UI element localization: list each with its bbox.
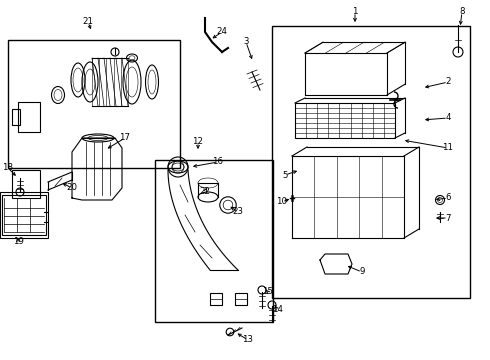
Text: 3: 3	[243, 37, 249, 46]
Text: 21: 21	[82, 18, 94, 27]
Text: 8: 8	[459, 8, 465, 17]
Text: 15: 15	[263, 288, 273, 297]
Text: 22: 22	[199, 188, 211, 197]
Text: 6: 6	[445, 193, 451, 202]
Bar	[235, 293, 247, 305]
Text: 7: 7	[445, 213, 451, 222]
Text: 4: 4	[445, 113, 451, 122]
Bar	[155, 160, 273, 322]
Text: 17: 17	[120, 134, 130, 143]
Bar	[8, 40, 180, 168]
Bar	[210, 293, 222, 305]
Text: 20: 20	[67, 184, 77, 193]
Bar	[18, 102, 40, 132]
Text: 11: 11	[442, 144, 454, 153]
Bar	[2, 195, 46, 235]
Text: 1: 1	[352, 8, 358, 17]
Text: 12: 12	[193, 138, 203, 147]
Text: 5: 5	[282, 171, 288, 180]
Text: 10: 10	[276, 198, 288, 207]
Bar	[295, 103, 395, 138]
Text: 18: 18	[2, 163, 14, 172]
Text: 13: 13	[243, 336, 253, 345]
Bar	[272, 26, 470, 298]
Text: 19: 19	[13, 238, 24, 247]
Text: 2: 2	[445, 77, 451, 86]
Bar	[12, 109, 20, 125]
Bar	[12, 170, 40, 198]
Bar	[0, 192, 48, 238]
Text: 9: 9	[359, 267, 365, 276]
Text: 23: 23	[232, 207, 244, 216]
Text: 14: 14	[272, 306, 284, 315]
Text: 16: 16	[213, 158, 223, 166]
Text: 24: 24	[217, 27, 227, 36]
